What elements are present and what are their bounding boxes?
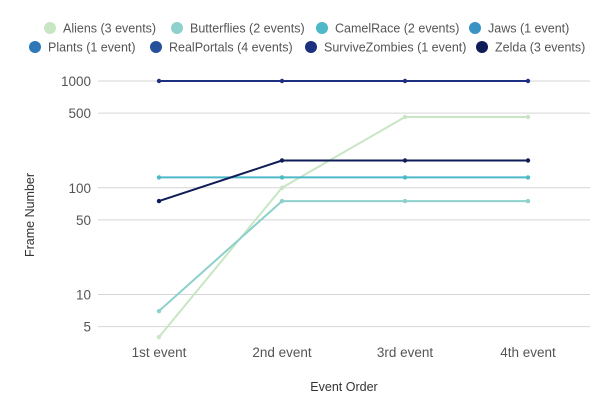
series-zelda [156, 158, 531, 204]
legend-swatch [44, 22, 56, 34]
data-point [279, 198, 285, 204]
legend-swatch [316, 22, 328, 34]
legend-item: Aliens (3 events) [44, 22, 156, 36]
legend-item: CamelRace (2 events) [316, 22, 459, 36]
series-line [158, 159, 528, 203]
legend-item: Zelda (3 events) [476, 41, 585, 55]
series-survivezombies [156, 78, 531, 84]
data-point [156, 78, 162, 84]
series-layer [156, 78, 531, 340]
axis-layer: 5 10 50 100 500 1000 1st event 2nd event 3rd eve… [61, 74, 556, 360]
data-point [156, 175, 162, 180]
data-point [525, 158, 531, 163]
data-point [156, 198, 162, 204]
legend-swatch [469, 22, 481, 34]
legend-swatch [171, 22, 183, 34]
legend-label: Aliens (3 events) [63, 22, 156, 36]
data-point [402, 158, 408, 163]
series-line [158, 116, 528, 338]
data-point [525, 78, 531, 84]
legend-item: Butterflies (2 events) [171, 22, 305, 36]
x-tick-label: 1st event [132, 345, 187, 360]
legend-item: RealPortals (4 events) [150, 41, 293, 55]
x-tick-label: 3rd event [377, 345, 434, 360]
legend-label: Butterflies (2 events) [190, 22, 305, 36]
series-line [158, 200, 528, 312]
data-point [279, 158, 285, 163]
legend-label: Zelda (3 events) [495, 41, 585, 55]
data-point [402, 78, 408, 84]
data-point [525, 114, 531, 120]
legend: Aliens (3 events) Butterflies (2 events) C… [29, 22, 585, 55]
x-tick-label: 2nd event [252, 345, 312, 360]
y-axis-title: Frame Number [23, 173, 37, 257]
y-tick-label: 50 [76, 213, 91, 228]
data-point [402, 114, 408, 120]
series-camelrace [156, 175, 531, 180]
legend-swatch [476, 41, 488, 53]
data-point [402, 198, 408, 204]
data-point [525, 175, 531, 180]
legend-label: CamelRace (2 events) [335, 22, 459, 36]
y-tick-label: 5 [83, 320, 91, 335]
data-point [156, 308, 162, 314]
legend-label: SurviveZombies (1 event) [324, 41, 466, 55]
legend-label: RealPortals (4 events) [169, 41, 293, 55]
legend-item: SurviveZombies (1 event) [305, 41, 466, 55]
data-point [525, 198, 531, 204]
y-tick-label: 100 [68, 181, 91, 196]
data-point [279, 175, 285, 180]
legend-label: Plants (1 event) [48, 41, 136, 55]
series-aliens [156, 114, 531, 340]
x-axis-title: Event Order [310, 380, 377, 394]
legend-swatch [305, 41, 317, 53]
legend-item: Jaws (1 event) [469, 22, 569, 36]
data-point [279, 185, 285, 190]
y-tick-label: 1000 [61, 74, 91, 89]
data-point [402, 175, 408, 180]
data-point [156, 334, 162, 340]
legend-swatch [29, 41, 41, 53]
series-butterflies [156, 198, 531, 314]
y-tick-label: 10 [76, 288, 91, 303]
legend-item: Plants (1 event) [29, 41, 136, 55]
y-tick-label: 500 [68, 106, 91, 121]
legend-swatch [150, 41, 162, 53]
legend-label: Jaws (1 event) [488, 22, 569, 36]
data-point [279, 78, 285, 84]
x-tick-label: 4th event [500, 345, 556, 360]
